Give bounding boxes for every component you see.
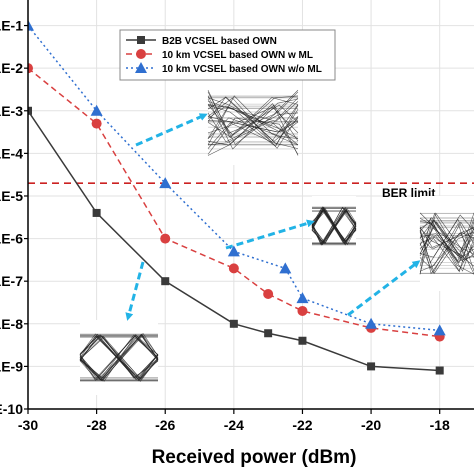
eye-trace: [207, 104, 299, 146]
series-point: [160, 233, 171, 244]
x-tick-label: -28: [86, 417, 106, 433]
x-tick-label: -22: [292, 417, 312, 433]
series-point: [161, 277, 170, 286]
legend-box: [119, 29, 336, 81]
series-point: [227, 245, 240, 257]
eye-trace: [207, 97, 299, 149]
series-point: [264, 329, 273, 338]
y-tick-label: 1E-2: [0, 60, 23, 76]
eye-trace: [419, 217, 474, 275]
eye-trace: [311, 206, 357, 246]
series-layer: [28, 19, 446, 375]
legend-label: 10 km VCSEL based OWN w/o ML: [162, 64, 322, 75]
eye-diagram: [419, 196, 474, 291]
series-point: [92, 208, 101, 217]
series-square: [28, 106, 444, 375]
x-tick-label: -26: [155, 417, 175, 433]
eye-trace: [207, 122, 299, 149]
eye-trace: [419, 212, 474, 267]
eye-trace: [207, 96, 299, 145]
eye-trace: [207, 97, 299, 127]
series-point: [365, 317, 378, 329]
series-point: [298, 336, 307, 345]
eye-trace: [79, 334, 159, 379]
x-tick-label: -20: [361, 417, 381, 433]
series-line: [28, 67, 440, 338]
annotation-arrow: [225, 219, 315, 250]
y-tick-label: 1E-4: [0, 145, 23, 161]
annotation-arrow: [125, 261, 145, 321]
series-point: [433, 324, 446, 336]
eye-trace: [207, 104, 299, 143]
annotation-arrows: [125, 113, 421, 321]
legend-swatch-point: [135, 62, 147, 73]
eye-trace: [79, 335, 159, 379]
eye-diagram-insets: [79, 80, 474, 395]
y-tick-label: 1E-5: [0, 188, 23, 204]
eye-trace: [311, 208, 357, 246]
x-tick-label: -30: [18, 417, 38, 433]
series-point: [279, 262, 292, 274]
eye-trace: [207, 120, 299, 133]
series-line: [28, 110, 440, 372]
eye-trace: [79, 334, 159, 381]
legend-swatch-point: [137, 36, 145, 44]
legend-label: B2B VCSEL based OWN: [162, 36, 277, 47]
series-point: [297, 305, 308, 316]
x-tick-label: -24: [224, 417, 244, 433]
series-point: [90, 104, 103, 116]
series-line: [28, 25, 440, 332]
y-tick-label: 1E-10: [0, 401, 23, 417]
y-tick-label: 1E-1: [0, 18, 23, 34]
series-point: [263, 289, 274, 300]
legend-label: 10 km VCSEL based OWN w ML: [162, 50, 313, 61]
eye-diagram: [79, 320, 159, 395]
eye-diagram: [207, 80, 299, 165]
series-triangle: [28, 19, 446, 336]
legend-swatch-point: [136, 49, 146, 59]
x-axis-ticks: -30 -28 -26 -24 -22 -20 -18: [18, 409, 450, 433]
annotation-arrow: [347, 260, 421, 317]
y-tick-label: 1E-6: [0, 231, 23, 247]
x-axis-title: Received power (dBm): [152, 447, 357, 468]
eye-trace: [311, 207, 357, 245]
eye-trace: [207, 112, 299, 143]
eye-trace: [311, 210, 357, 242]
y-tick-label: 1E-8: [0, 316, 23, 332]
y-axis-ticks: 1E-1 1E-2 1E-3 1E-4 1E-5 1E-6 1E-7 1E-8 1E-9 1E-1…: [0, 18, 28, 417]
series-point: [91, 118, 102, 129]
series-point: [435, 366, 444, 375]
legend: B2B VCSEL based OWN 10 km VCSEL based OWN…: [119, 29, 336, 81]
eye-trace: [419, 235, 474, 263]
eye-trace: [79, 336, 159, 379]
y-tick-label: 1E-7: [0, 273, 23, 289]
series-point: [229, 319, 238, 328]
eye-diagram: [311, 196, 357, 256]
series-point: [296, 292, 309, 304]
y-tick-label: 1E-9: [0, 358, 23, 374]
eye-trace: [419, 212, 474, 275]
x-tick-label: -18: [430, 417, 450, 433]
series-point: [159, 177, 172, 189]
annotation-arrow: [135, 113, 208, 147]
eye-trace: [79, 334, 159, 381]
legend-items: B2B VCSEL based OWN 10 km VCSEL based OWN…: [126, 36, 322, 75]
eye-trace: [207, 96, 299, 142]
series-point: [28, 63, 33, 74]
y-tick-label: 1E-3: [0, 103, 23, 119]
eye-trace: [207, 98, 299, 150]
series-point: [28, 19, 34, 31]
series-point: [367, 362, 376, 371]
series-point: [228, 263, 239, 274]
eye-trace: [79, 335, 159, 381]
series-point: [28, 106, 32, 115]
eye-trace: [419, 233, 474, 257]
